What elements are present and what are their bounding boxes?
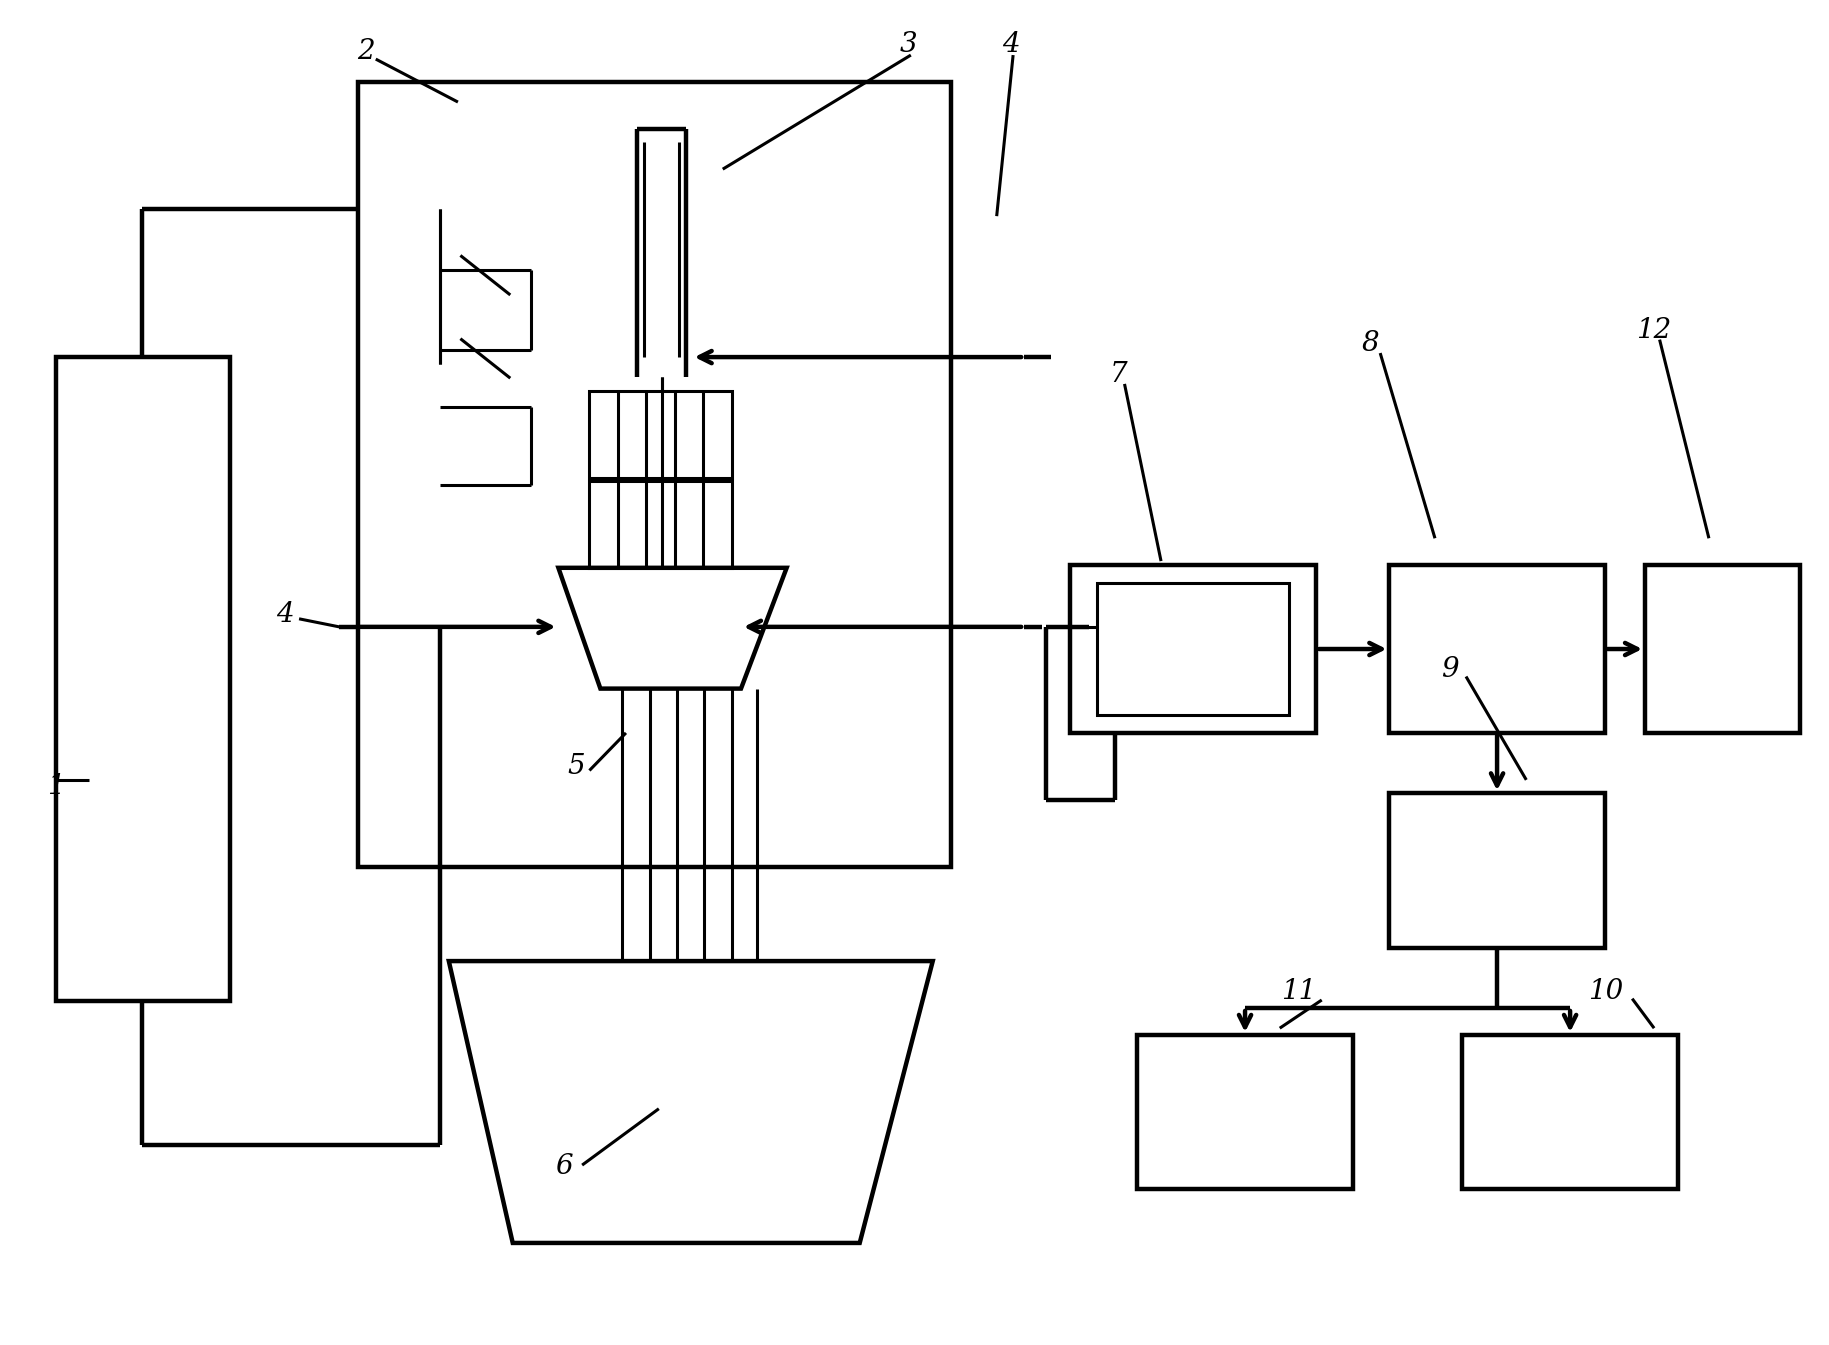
Bar (1390, 565, 1604, 733)
Bar (589, 480, 732, 568)
Bar (57, 356, 230, 1001)
Text: 10: 10 (1588, 978, 1622, 1006)
Text: 3: 3 (900, 31, 918, 58)
Text: 5: 5 (567, 753, 585, 780)
Bar (1138, 1034, 1353, 1189)
Text: 9: 9 (1441, 656, 1460, 683)
Bar (589, 390, 732, 477)
Text: 4: 4 (276, 601, 294, 628)
Bar (1463, 1034, 1677, 1189)
Text: 2: 2 (357, 38, 375, 65)
Bar (357, 82, 951, 868)
Bar (1097, 582, 1289, 716)
Bar (1644, 565, 1800, 733)
Text: 8: 8 (1363, 330, 1379, 358)
Text: 1: 1 (48, 773, 64, 800)
Text: 6: 6 (554, 1153, 572, 1180)
Text: 4: 4 (1002, 31, 1021, 58)
Text: 12: 12 (1635, 316, 1672, 344)
Bar (1070, 565, 1317, 733)
Text: 7: 7 (1110, 360, 1127, 387)
Bar (1390, 794, 1604, 948)
Text: 11: 11 (1280, 978, 1317, 1006)
